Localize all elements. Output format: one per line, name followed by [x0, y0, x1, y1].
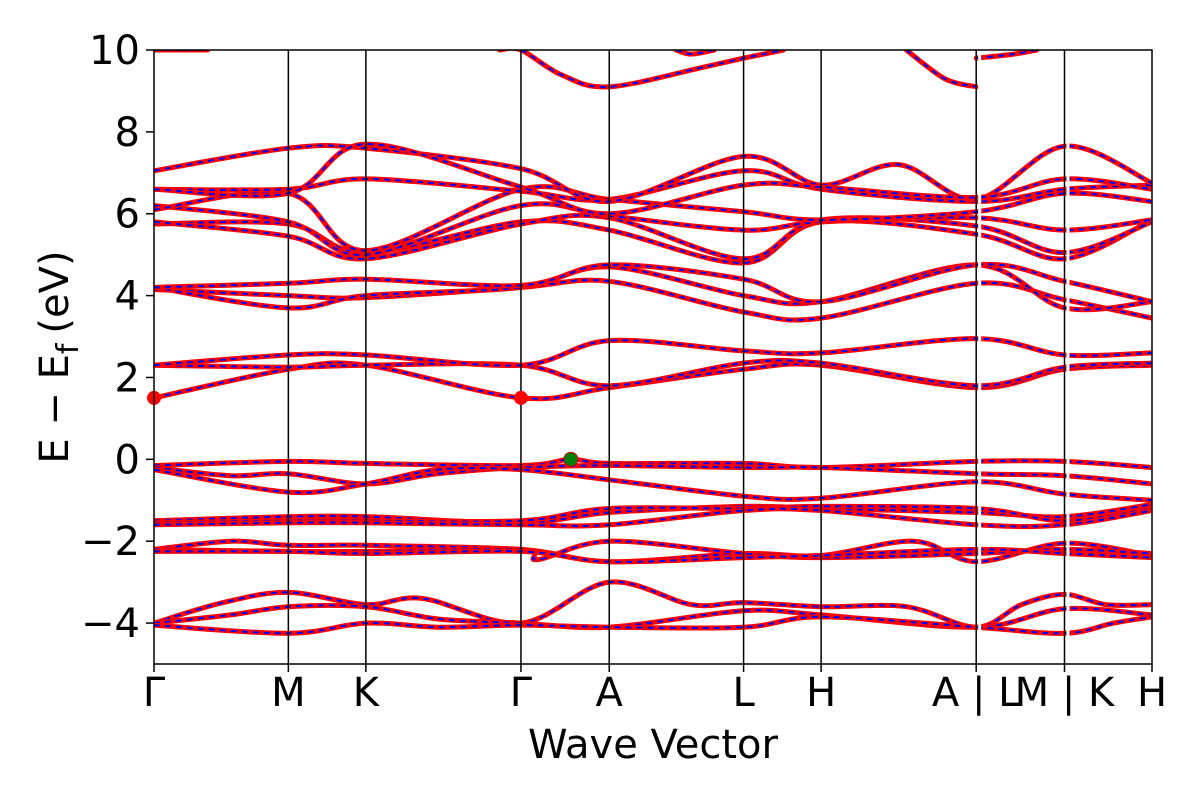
y-axis-ticks: −4 −2 0 2 4 6 8 10	[81, 28, 154, 647]
band-line-dashed-19	[154, 214, 1152, 260]
band-line-dashed-23	[154, 144, 1152, 203]
band-line-24	[154, 141, 1152, 217]
x-tick-label: H	[806, 670, 836, 716]
x-tick-label: M | K	[1015, 670, 1116, 716]
x-tick-label: M	[271, 670, 306, 716]
band-line-dashed-8	[154, 507, 1152, 528]
segment-break-1	[1066, 50, 1070, 664]
band-line-dashed-13	[154, 359, 1152, 387]
y-tick-label: 6	[115, 192, 140, 238]
y-tick-label: −2	[81, 519, 140, 565]
x-axis-ticks: Γ M K Γ A L H A | LM | K H	[143, 664, 1167, 716]
x-tick-label: A	[596, 670, 624, 716]
cbm-marker-1	[513, 390, 528, 405]
x-axis-label: Wave Vector	[528, 722, 779, 768]
y-axis-label-subscript: f	[51, 342, 86, 354]
y-tick-label: 10	[89, 28, 140, 74]
vbm-marker-2	[563, 451, 579, 467]
band-line-dashed-18	[154, 218, 1152, 264]
band-line-dashed-29	[675, 50, 715, 56]
band-line-dashed-14	[154, 337, 1152, 367]
x-tick-label: H	[1137, 670, 1167, 716]
extremum-markers	[147, 390, 579, 467]
x-tick-label: Γ	[510, 670, 533, 716]
y-axis-label: E − Ef (eV)	[32, 250, 86, 463]
band-line-20	[154, 201, 1152, 258]
band-line-dashed-5	[154, 548, 1152, 563]
band-line-dashed-21	[154, 185, 1152, 252]
band-line-dashed-28	[976, 50, 1037, 60]
band-line-dashed-0	[154, 580, 1152, 629]
y-tick-label: 4	[115, 274, 140, 320]
band-line-dashed-22	[154, 169, 1152, 203]
high-symmetry-lines	[287, 50, 1070, 664]
x-tick-label: L	[732, 670, 755, 716]
x-tick-label: A | L	[932, 670, 1021, 716]
band-line-16	[154, 262, 1152, 313]
band-line-dashed-15	[154, 279, 1152, 322]
y-axis-label-main: E − E	[32, 354, 78, 464]
y-tick-label: 0	[115, 437, 140, 483]
y-tick-label: −4	[81, 601, 140, 647]
y-axis-label-unit: (eV)	[32, 250, 78, 333]
band-line-dashed-17	[154, 263, 1152, 303]
x-tick-label: Γ	[143, 670, 166, 716]
band-line-dashed-27	[905, 50, 977, 88]
band-line-dashed-11	[154, 467, 1152, 502]
band-line-dashed-2	[154, 615, 1152, 635]
segment-break-0	[978, 50, 982, 664]
y-tick-label: 8	[115, 110, 140, 156]
y-tick-label: 2	[115, 355, 140, 401]
x-tick-label: K	[353, 670, 381, 716]
plot-frame	[153, 49, 1153, 665]
